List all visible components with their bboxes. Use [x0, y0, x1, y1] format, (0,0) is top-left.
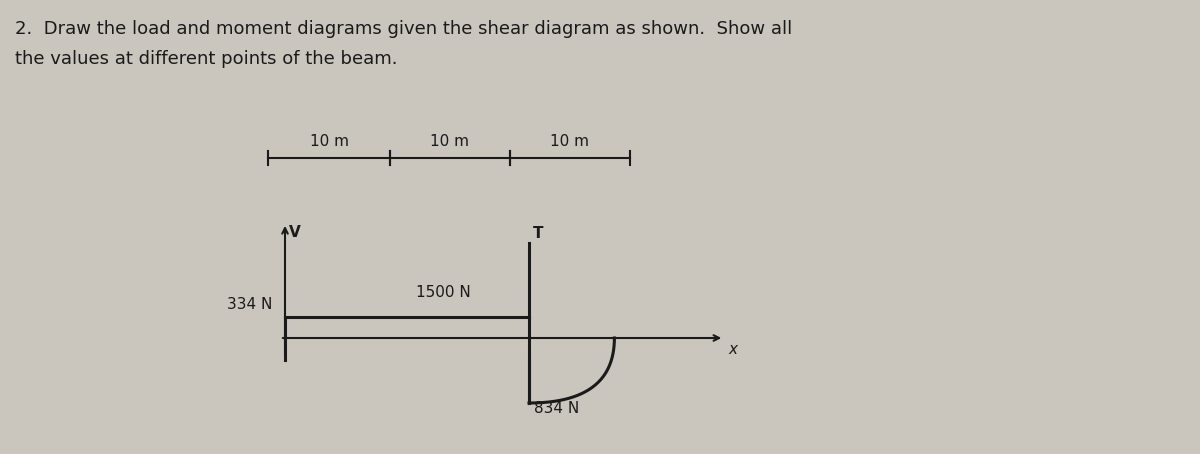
Text: 334 N: 334 N — [227, 297, 272, 312]
Text: 10 m: 10 m — [310, 134, 348, 149]
Text: V: V — [289, 225, 301, 240]
Text: T: T — [533, 226, 544, 241]
Text: 10 m: 10 m — [551, 134, 589, 149]
Text: x: x — [728, 342, 737, 357]
Text: 1500 N: 1500 N — [416, 285, 470, 300]
Text: the values at different points of the beam.: the values at different points of the be… — [14, 50, 397, 68]
Text: 10 m: 10 m — [431, 134, 469, 149]
Text: 834 N: 834 N — [534, 401, 580, 416]
Text: 2.  Draw the load and moment diagrams given the shear diagram as shown.  Show al: 2. Draw the load and moment diagrams giv… — [14, 20, 792, 38]
